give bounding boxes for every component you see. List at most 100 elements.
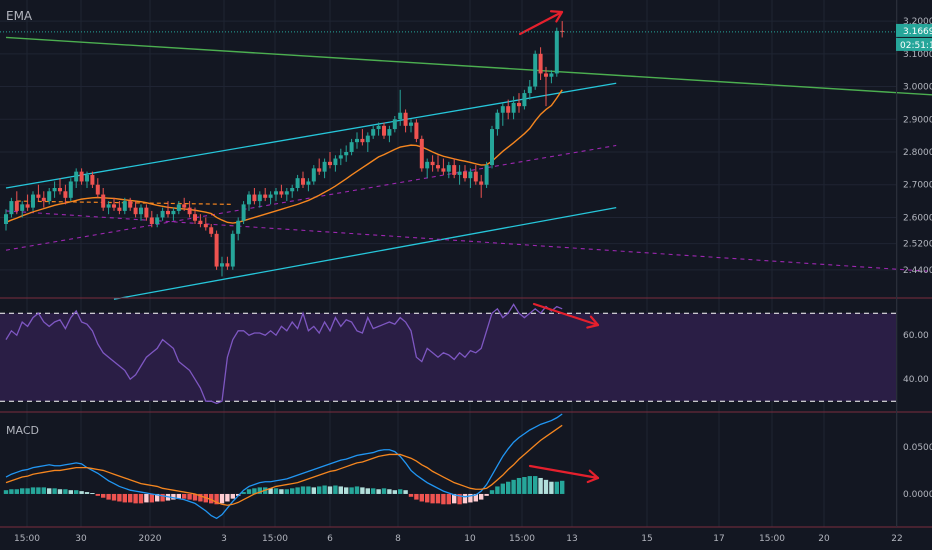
candle-body [468, 171, 473, 179]
candle-body [187, 207, 192, 215]
time-tick-label: 8 [395, 534, 401, 544]
macd-histogram-bar [543, 479, 549, 494]
macd-histogram-bar [230, 493, 235, 499]
candle-body [68, 181, 73, 198]
macd-tick-label: 0.0000 [903, 490, 932, 500]
macd-histogram-bar [522, 477, 527, 494]
candle-body [139, 207, 143, 215]
macd-histogram-bar [300, 486, 306, 494]
rsi-band [0, 313, 896, 402]
macd-histogram-bar [317, 486, 322, 494]
candle-body [441, 168, 446, 172]
macd-histogram-bar [176, 493, 181, 499]
candle-body [338, 155, 343, 159]
candle-body [268, 194, 273, 198]
candle-body [149, 217, 154, 224]
macd-histogram-bar [30, 487, 36, 494]
macd-histogram-bar [284, 489, 289, 494]
trendline-channel-top[interactable] [5, 82, 617, 189]
candle-body [4, 214, 8, 224]
macd-histogram-bar [14, 489, 19, 494]
countdown-value: 02:51:15 [900, 41, 932, 51]
macd-histogram-bar [414, 493, 419, 500]
candle-body [506, 106, 511, 113]
signal-line [5, 424, 563, 506]
candle-body [290, 188, 295, 192]
candle-body [355, 138, 359, 143]
pane-separators[interactable] [0, 0, 932, 528]
macd-histogram-bar [533, 476, 538, 494]
time-tick-label: 2020 [139, 534, 162, 544]
candle-body [349, 142, 354, 152]
candle-body [365, 135, 370, 143]
macd-histogram-bar [419, 493, 424, 502]
candle-body [311, 168, 316, 182]
macd-arrow [528, 464, 600, 484]
candles [4, 21, 565, 277]
macd-histogram-bar [187, 493, 192, 500]
trendline-purple-upper[interactable] [5, 144, 617, 251]
price-tick-label: 2.7000 [903, 181, 932, 191]
time-tick-label: 15 [641, 534, 652, 544]
candle-body [52, 188, 57, 192]
macd-histogram-bar [441, 493, 446, 505]
ema-line [5, 89, 563, 224]
rsi-pane[interactable] [0, 303, 896, 405]
candle-body [31, 194, 35, 208]
macd-histogram-bar [236, 493, 241, 496]
macd-histogram-bar [360, 487, 365, 494]
macd-histogram-bar [273, 488, 279, 494]
candle-body [95, 184, 100, 195]
candle-body [549, 73, 554, 77]
candle-body [47, 191, 52, 202]
price-tick-label: 2.8000 [903, 148, 932, 158]
macd-histogram-bar [381, 488, 387, 494]
candle-body [133, 207, 138, 215]
candle-body [230, 233, 235, 267]
macd-histogram-bar [252, 488, 257, 494]
trendline-channel-bottom[interactable] [113, 206, 617, 300]
candle-body [128, 201, 133, 208]
time-tick-label: 22 [891, 534, 902, 544]
macd-histogram-bar [457, 493, 462, 505]
rsi-group [0, 303, 896, 405]
macd-histogram-bar [398, 489, 403, 494]
time-tick-label: 30 [75, 534, 87, 544]
macd-histogram-bar [549, 481, 554, 494]
price-tick-label: 3.0000 [903, 83, 932, 93]
candle-body [182, 204, 187, 208]
macd-histogram-bar [122, 493, 127, 503]
candle-body [517, 102, 521, 107]
candle-body [193, 214, 197, 221]
candle-body [446, 165, 451, 172]
trendlines[interactable] [5, 36, 932, 300]
macd-histogram-bar [106, 493, 111, 500]
trendline-purple-lower[interactable] [5, 210, 932, 273]
time-tick-label: 3 [221, 534, 227, 544]
macd-group [3, 413, 565, 520]
macd-histogram-bar [182, 493, 187, 499]
time-axis[interactable]: 15:00 30 2020 3 15:00 6 8 10 15:00 13 15 17 15:00 20 2… [14, 534, 903, 544]
price-pane[interactable]: EMA [4, 9, 932, 300]
macd-histogram-bar [257, 487, 262, 494]
macd-histogram-bar [322, 485, 327, 494]
macd-histogram-bar [209, 493, 214, 504]
price-axis[interactable]: 3.2000 3.1000 3.0000 2.9000 2.8000 2.7000 2.60… [903, 17, 932, 500]
macd-histogram-bar [344, 487, 349, 494]
price-tick-label: 2.6000 [903, 213, 932, 223]
candle-body [328, 161, 332, 166]
macd-pane[interactable]: MACD [3, 413, 565, 520]
macd-histogram-bar [128, 493, 133, 503]
macd-histogram-bar [484, 493, 489, 496]
candle-body [171, 210, 176, 215]
macd-histogram-bar [408, 493, 414, 497]
candle-body [398, 112, 403, 120]
macd-histogram-bar [506, 481, 511, 494]
candle-body [14, 201, 19, 211]
candle-body [500, 106, 505, 113]
trendline-green[interactable] [5, 36, 932, 96]
candle-body [554, 30, 559, 74]
candle-body [452, 165, 457, 175]
